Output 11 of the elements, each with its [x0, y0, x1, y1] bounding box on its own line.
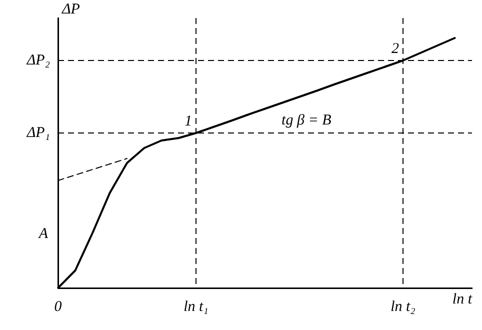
x-tick-label: 0 — [54, 298, 62, 315]
x-tick-label: ln t₂ — [390, 298, 416, 315]
annotation: 1 — [184, 113, 192, 130]
annotation: tg β = B — [282, 112, 332, 128]
ref-line-label: ΔP₂ — [26, 52, 50, 68]
text: A — [38, 226, 49, 242]
x-axis-title: ln t — [452, 291, 473, 308]
x-tick-label: ln t₁ — [184, 298, 208, 315]
ref-line-label: ΔP₁ — [26, 124, 50, 141]
annotation: 2 — [392, 40, 400, 57]
y-axis-title: ΔP — [61, 1, 80, 18]
